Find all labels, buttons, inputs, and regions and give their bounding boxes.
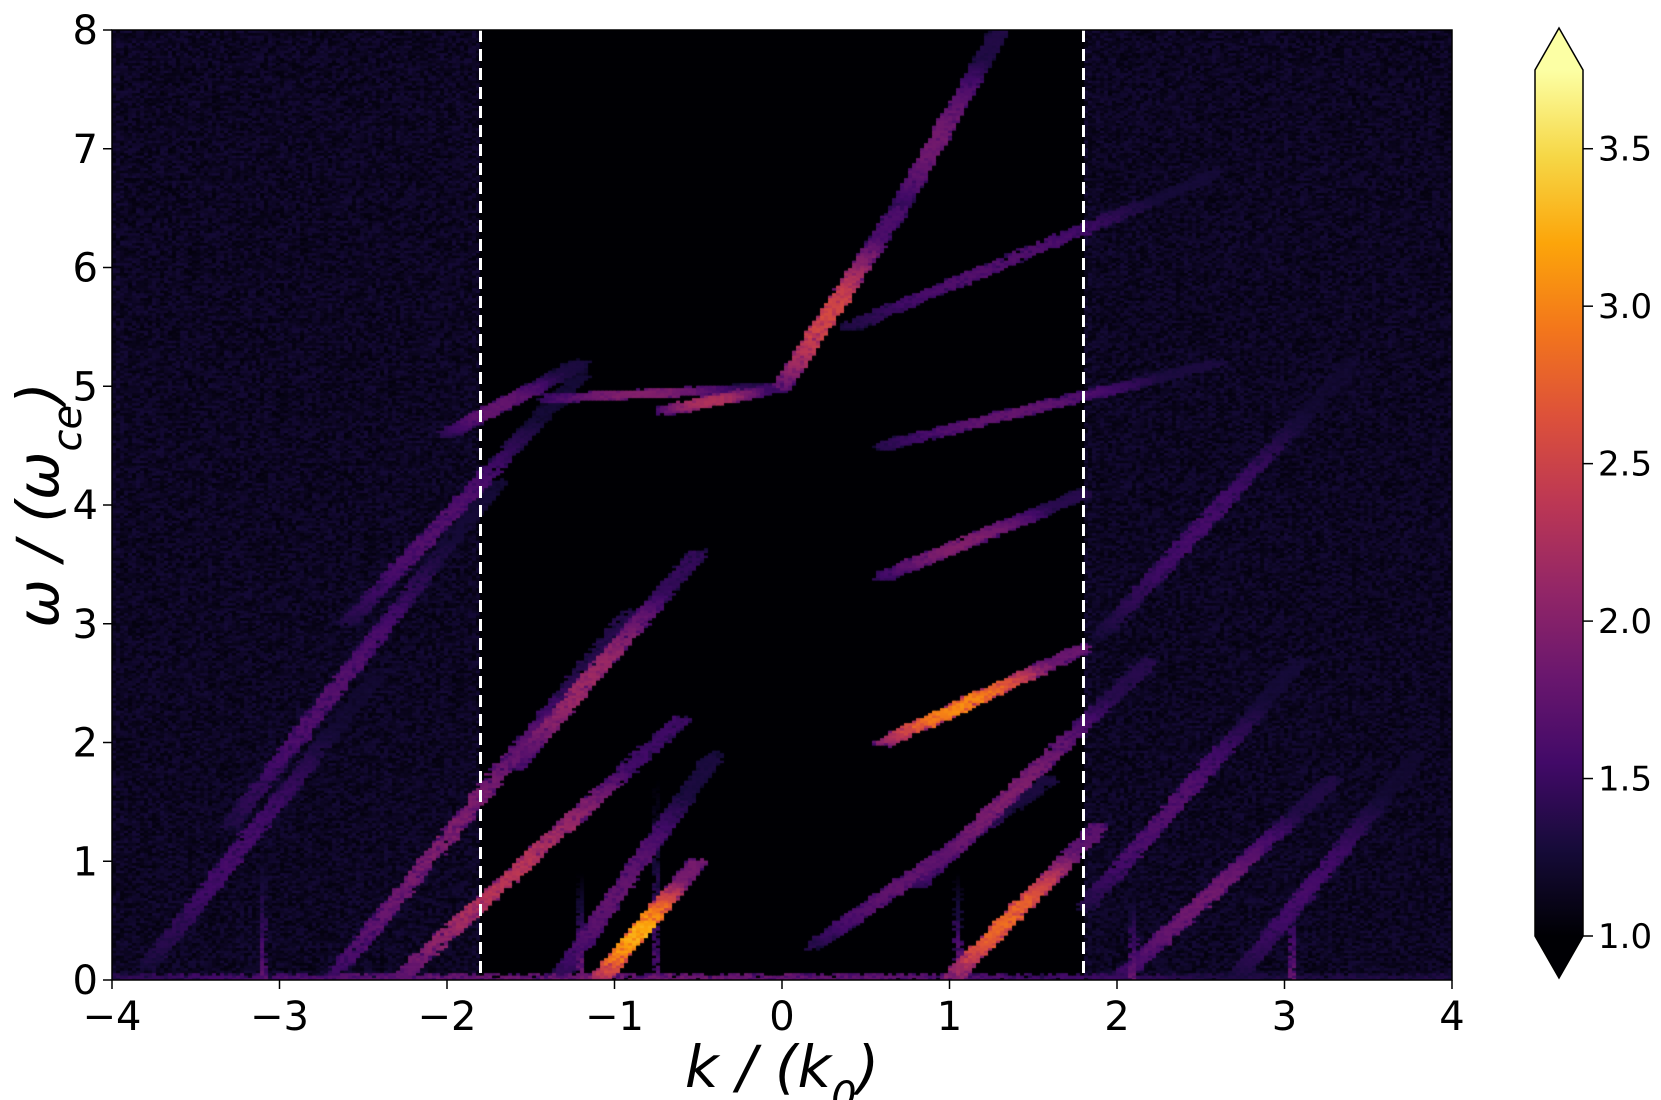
y-tick-label: 7 <box>73 127 98 173</box>
colorbar-extend-min <box>1535 936 1583 978</box>
y-tick-label: 3 <box>73 602 98 648</box>
heatmap-image <box>112 30 1452 980</box>
y-axis-label: ω / (ωce) <box>4 382 91 627</box>
heatmap-axes: −4 −3 −2 −1 0 1 2 3 4 0 1 2 3 4 5 6 7 8 k / (k0) ω / (ωc… <box>4 8 1465 1100</box>
x-tick-label: −2 <box>418 994 477 1040</box>
colorbar-outline <box>1534 26 1584 980</box>
x-tick-label: −1 <box>585 994 644 1040</box>
y-axis-ticks: 0 1 2 3 4 5 6 7 8 <box>73 8 112 1004</box>
colorbar-tick-label: 1.0 <box>1598 917 1652 957</box>
y-tick-label: 8 <box>73 8 98 54</box>
x-tick-label: −4 <box>83 994 142 1040</box>
x-tick-label: 3 <box>1272 994 1297 1040</box>
x-tick-label: 2 <box>1104 994 1129 1040</box>
y-tick-label: 0 <box>73 958 98 1004</box>
colorbar-tick-label: 3.5 <box>1598 130 1652 170</box>
y-tick-label: 5 <box>73 364 98 410</box>
colorbar: 1.0 1.5 2.0 2.5 3.0 3.5 <box>1534 26 1652 980</box>
x-axis-label: k / (k0) <box>685 1033 879 1100</box>
colorbar-tick-label: 1.5 <box>1598 760 1652 800</box>
x-tick-label: 0 <box>769 994 794 1040</box>
y-tick-label: 2 <box>73 721 98 767</box>
colorbar-extend-max <box>1535 28 1583 70</box>
colorbar-tick-label: 3.0 <box>1598 287 1652 327</box>
colorbar-ticks: 1.0 1.5 2.0 2.5 3.0 3.5 <box>1583 130 1652 957</box>
heatmap-image-container <box>112 30 1452 980</box>
colorbar-tick-label: 2.0 <box>1598 602 1652 642</box>
x-tick-label: 1 <box>937 994 962 1040</box>
x-axis-ticks: −4 −3 −2 −1 0 1 2 3 4 <box>83 980 1465 1040</box>
x-tick-label: 4 <box>1439 994 1464 1040</box>
y-tick-label: 1 <box>73 839 98 885</box>
y-tick-label: 6 <box>73 246 98 292</box>
colorbar-body <box>1535 70 1583 936</box>
colorbar-tick-label: 2.5 <box>1598 445 1652 485</box>
y-tick-label: 4 <box>73 483 98 529</box>
x-tick-label: −3 <box>250 994 309 1040</box>
vertical-lines-layer <box>479 30 1085 980</box>
